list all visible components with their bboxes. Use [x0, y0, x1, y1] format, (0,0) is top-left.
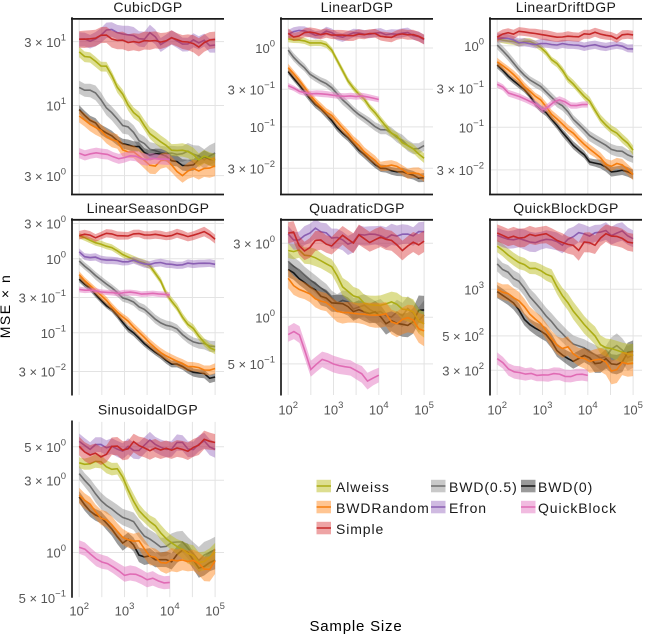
- svg-text:LinearSeasonDGP: LinearSeasonDGP: [87, 200, 210, 216]
- svg-text:5 × 102: 5 × 102: [442, 327, 484, 345]
- svg-text:QuadraticDGP: QuadraticDGP: [309, 200, 405, 216]
- svg-text:5 × 10−1: 5 × 10−1: [19, 589, 66, 607]
- svg-text:3 × 100: 3 × 100: [24, 166, 66, 184]
- svg-text:BWD(0.5): BWD(0.5): [449, 479, 518, 495]
- svg-text:3 × 10−2: 3 × 10−2: [437, 161, 484, 179]
- svg-text:LinearDriftDGP: LinearDriftDGP: [516, 0, 617, 15]
- svg-text:3 × 10−2: 3 × 10−2: [19, 362, 66, 380]
- svg-text:3 × 10−1: 3 × 10−1: [437, 79, 484, 97]
- svg-text:3 × 100: 3 × 100: [24, 214, 66, 232]
- svg-text:3 × 102: 3 × 102: [442, 361, 484, 379]
- svg-text:Sample Size: Sample Size: [309, 618, 402, 635]
- svg-text:3 × 10−1: 3 × 10−1: [228, 80, 275, 98]
- svg-text:5 × 100: 5 × 100: [24, 437, 66, 455]
- svg-text:Alweiss: Alweiss: [336, 479, 390, 495]
- svg-text:SinusoidalDGP: SinusoidalDGP: [98, 402, 198, 418]
- svg-text:BWD(0): BWD(0): [538, 479, 593, 495]
- svg-text:QuickBlockDGP: QuickBlockDGP: [513, 200, 619, 216]
- svg-text:3 × 101: 3 × 101: [24, 32, 66, 50]
- svg-text:QuickBlock: QuickBlock: [538, 500, 617, 516]
- svg-text:Simple: Simple: [336, 521, 384, 537]
- svg-text:3 × 10−1: 3 × 10−1: [19, 288, 66, 306]
- svg-text:MSE × n: MSE × n: [0, 274, 13, 339]
- svg-text:CubicDGP: CubicDGP: [113, 0, 182, 15]
- svg-text:BWDRandom: BWDRandom: [336, 500, 430, 516]
- svg-text:3 × 100: 3 × 100: [233, 234, 275, 252]
- svg-text:Efron: Efron: [449, 500, 487, 516]
- svg-text:3 × 100: 3 × 100: [24, 471, 66, 489]
- svg-text:LinearDGP: LinearDGP: [321, 0, 394, 15]
- svg-text:3 × 10−2: 3 × 10−2: [228, 159, 275, 177]
- svg-text:5 × 10−1: 5 × 10−1: [228, 355, 275, 373]
